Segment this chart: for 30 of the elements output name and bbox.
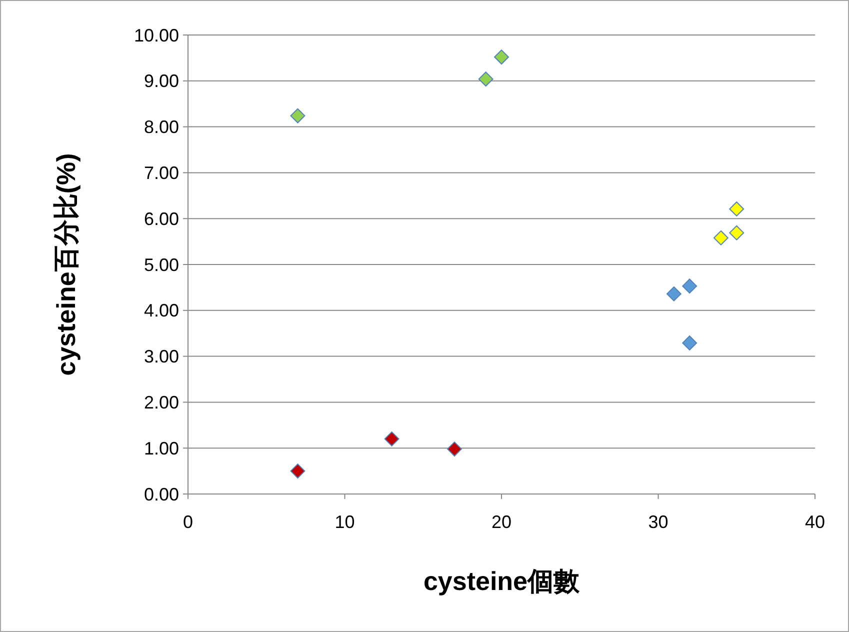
point [494, 50, 509, 65]
point [384, 431, 400, 446]
x-axis-title: cysteine個數 [423, 566, 581, 596]
point [729, 225, 744, 240]
y-tick-label: 7.00 [144, 163, 179, 183]
point [478, 72, 494, 87]
y-tick-label: 3.00 [144, 346, 179, 367]
point [290, 108, 306, 124]
point [682, 336, 698, 350]
y-tick-label: 9.00 [144, 71, 179, 92]
y-tick-label: 8.00 [144, 117, 179, 138]
y-tick-label: 4.00 [144, 300, 179, 321]
y-tick-label: 2.00 [144, 392, 179, 412]
x-tick-label: 30 [648, 512, 668, 532]
point [729, 201, 744, 216]
y-tick-label: 5.00 [144, 254, 179, 275]
y-tick-label: 10.00 [134, 25, 179, 46]
x-tick-label: 0 [182, 512, 194, 532]
y-tick-label: 6.00 [144, 208, 179, 229]
x-tick-label: 20 [491, 512, 512, 532]
point [713, 230, 728, 246]
point [447, 442, 462, 456]
y-axis-title: cysteine百分比(%) [51, 153, 81, 376]
y-tick-label: 1.00 [144, 438, 179, 458]
point [666, 286, 682, 302]
x-tick-label: 10 [334, 512, 355, 532]
y-tick-label: 0.00 [144, 484, 179, 504]
x-tick-label: 40 [804, 512, 826, 532]
point [290, 464, 306, 479]
point [682, 278, 698, 294]
